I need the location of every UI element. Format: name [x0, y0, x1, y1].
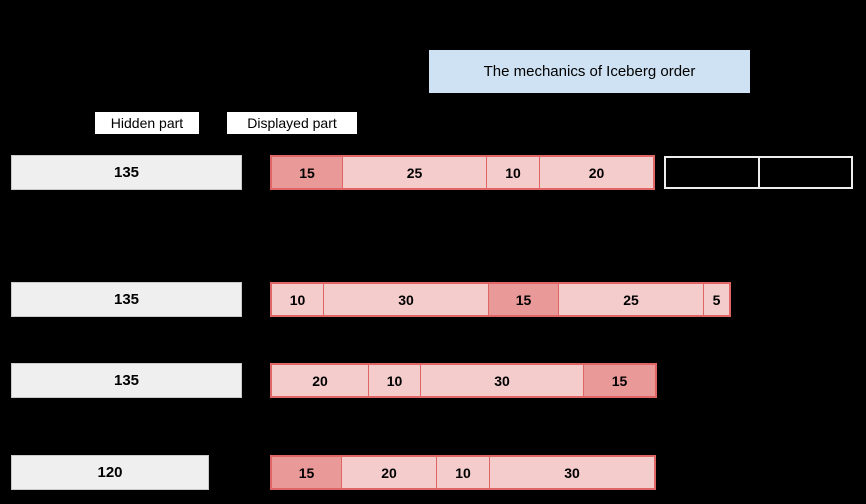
- legend-hidden-part-label: Hidden part: [95, 112, 199, 134]
- order-book-cell: [666, 158, 758, 187]
- displayed-segment: 10: [272, 284, 323, 315]
- hidden-part-box: 120: [11, 455, 209, 490]
- displayed-segment: 30: [420, 365, 583, 396]
- order-row: 135 20 10 30 15: [0, 363, 866, 398]
- hidden-part-box: 135: [11, 363, 242, 398]
- hidden-part-box: 135: [11, 282, 242, 317]
- displayed-segment: 30: [489, 457, 654, 488]
- displayed-segment-active: 15: [583, 365, 655, 396]
- displayed-segment: 20: [272, 365, 368, 396]
- order-row: 135 15 25 10 20: [0, 155, 866, 190]
- order-row: 120 15 20 10 30: [0, 455, 866, 490]
- displayed-segment: 5: [703, 284, 729, 315]
- displayed-part-bar: 20 10 30 15: [270, 363, 657, 398]
- order-book-cells: [664, 156, 853, 189]
- displayed-segment: 20: [539, 157, 653, 188]
- displayed-segment: 20: [341, 457, 436, 488]
- displayed-segment: 30: [323, 284, 488, 315]
- order-book-cell: [757, 158, 851, 187]
- displayed-segment-active: 15: [488, 284, 558, 315]
- displayed-segment: 25: [558, 284, 703, 315]
- displayed-segment: 25: [342, 157, 486, 188]
- displayed-segment-active: 15: [272, 457, 341, 488]
- diagram-title: The mechanics of Iceberg order: [483, 63, 696, 80]
- displayed-segment-active: 15: [272, 157, 342, 188]
- displayed-part-bar: 10 30 15 25 5: [270, 282, 731, 317]
- displayed-segment: 10: [436, 457, 489, 488]
- displayed-segment: 10: [368, 365, 420, 396]
- diagram-title-box: The mechanics of Iceberg order: [429, 50, 750, 93]
- displayed-part-bar: 15 20 10 30: [270, 455, 656, 490]
- displayed-segment: 10: [486, 157, 539, 188]
- order-row: 135 10 30 15 25 5: [0, 282, 866, 317]
- displayed-part-bar: 15 25 10 20: [270, 155, 655, 190]
- legend-displayed-part-label: Displayed part: [227, 112, 357, 134]
- hidden-part-box: 135: [11, 155, 242, 190]
